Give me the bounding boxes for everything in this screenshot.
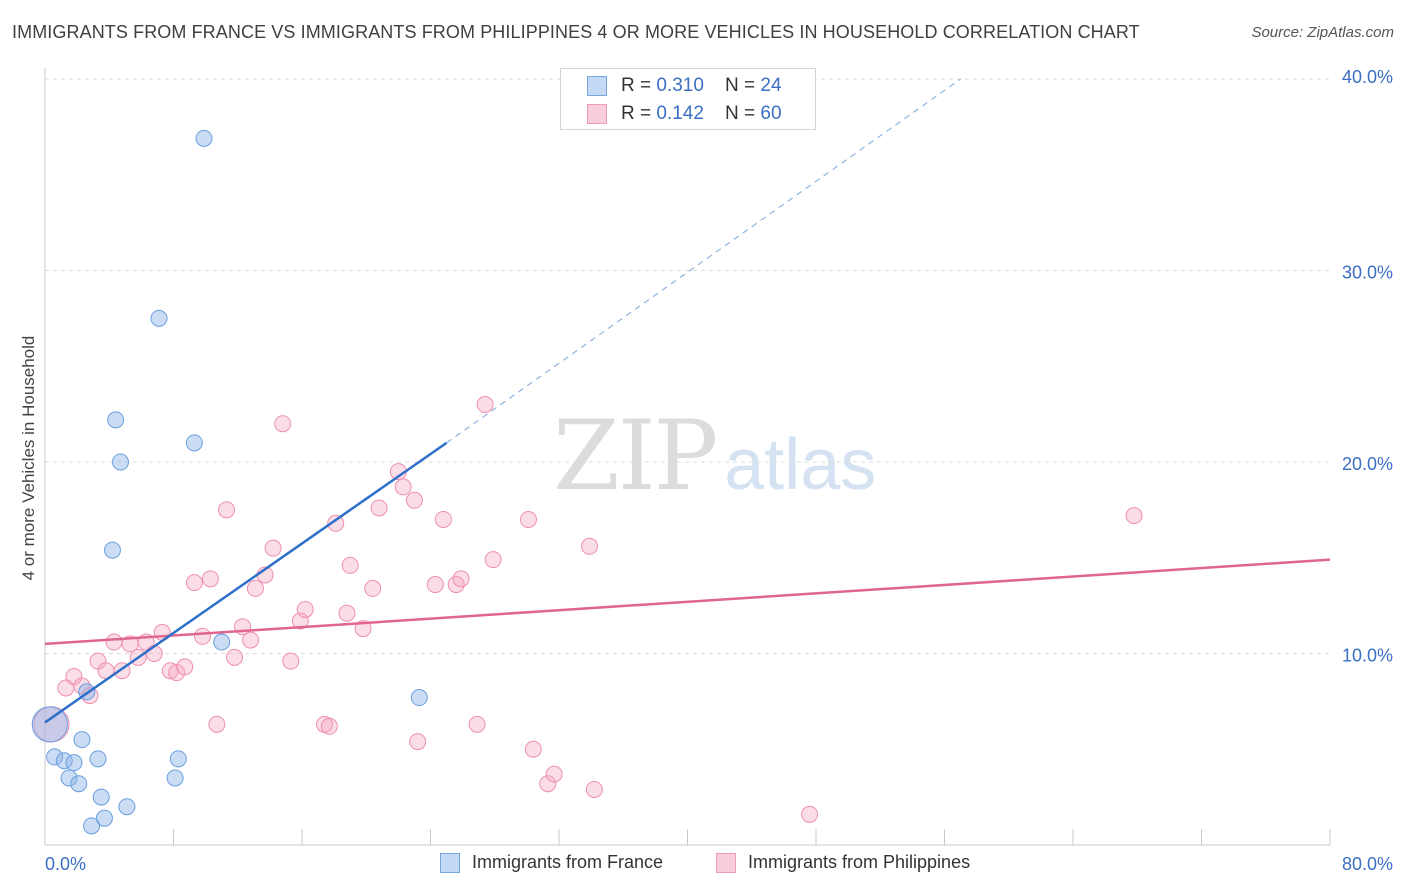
r-value: 0.310 [656,75,704,96]
philippines-legend-swatch-icon [716,852,736,873]
philippines-point [484,551,502,569]
france-point [83,817,101,835]
n-label: N = [725,103,761,124]
philippines-point [208,715,226,733]
france-point [107,411,125,429]
philippines-point [161,662,179,680]
philippines-point [452,570,470,588]
philippines-point [246,579,264,597]
philippines-point [405,491,423,509]
philippines-point [801,805,819,823]
philippines-point [434,510,452,528]
stats-text: R = 0.142 N = 60 [621,103,782,125]
france-point [92,788,110,806]
france-trend-line [44,441,448,724]
france-point [213,633,231,651]
x-tick-label: 80.0% [1342,854,1393,874]
r-value: 0.142 [656,103,704,124]
n-label: N = [725,75,761,96]
r-label: R = [621,103,657,124]
france-point [169,750,187,768]
france-swatch-icon [587,76,607,96]
france-point [195,129,213,147]
philippines-point [242,631,260,649]
philippines-point [185,574,203,592]
philippines-point [105,633,123,651]
philippines-point [264,539,282,557]
r-label: R = [621,75,657,96]
france-point [410,689,428,707]
philippines-point [364,579,382,597]
philippines-point [193,627,211,645]
france-point [118,798,136,816]
philippines-point [394,478,412,496]
philippines-point [370,499,388,517]
france-point [65,754,83,772]
philippines-point [476,396,494,414]
philippines-point [581,537,599,555]
france-point [31,706,68,743]
stats-text: R = 0.310 N = 24 [621,75,782,97]
legend-label: Immigrants from Philippines [748,852,971,872]
france-point [150,309,168,327]
y-tick-label: 20.0% [1342,454,1393,474]
philippines-point [218,501,236,519]
philippines-point [226,648,244,666]
france-trend-extension [446,78,961,444]
france-point [185,434,203,452]
philippines-point [274,415,292,433]
philippines-point [201,570,219,588]
france-legend-swatch-icon [440,852,460,873]
y-tick-label: 30.0% [1342,263,1393,283]
france-point [103,541,121,559]
philippines-point [447,576,465,594]
philippines-point [519,510,537,528]
france-point [89,750,107,768]
philippines-point [282,652,300,670]
legend-item-france: Immigrants from France [440,852,663,873]
x-tick-label: 0.0% [45,854,86,874]
france-point [111,453,129,471]
philippines-point [296,600,314,618]
philippines-point [545,765,563,783]
stats-legend-row-philippines: R = 0.142 N = 60 [587,102,782,126]
philippines-swatch-icon [587,104,607,124]
philippines-point [585,780,603,798]
philippines-point [468,715,486,733]
philippines-point [338,604,356,622]
chart-title: IMMIGRANTS FROM FRANCE VS IMMIGRANTS FRO… [12,22,1140,42]
legend-label: Immigrants from France [472,852,664,872]
france-point [46,748,64,766]
y-axis-label: 4 or more Vehicles in Household [19,335,38,581]
france-point [73,731,91,749]
france-point [166,769,184,787]
n-value: 60 [760,103,782,124]
y-tick-label: 10.0% [1342,646,1393,666]
france-point [95,809,113,827]
philippines-point [354,620,372,638]
philippines-point [524,740,542,758]
source-label: Source: ZipAtlas.com [1251,24,1394,41]
philippines-point [426,576,444,594]
legend-item-philippines: Immigrants from Philippines [716,852,970,873]
philippines-point [341,556,359,574]
philippines-point [409,733,427,751]
philippines-point [539,775,557,793]
philippines-point [1125,507,1143,525]
france-point [70,775,88,793]
stats-legend-row-france: R = 0.310 N = 24 [587,74,782,98]
philippines-point [320,717,338,735]
philippines-trend-line [44,558,1331,646]
philippines-point [176,658,194,676]
philippines-point [327,514,345,532]
stats-legend: R = 0.310 N = 24 R = 0.142 N = 60 [560,68,816,130]
y-tick-label: 40.0% [1342,67,1393,87]
france-point [60,769,78,787]
n-value: 24 [760,75,782,96]
